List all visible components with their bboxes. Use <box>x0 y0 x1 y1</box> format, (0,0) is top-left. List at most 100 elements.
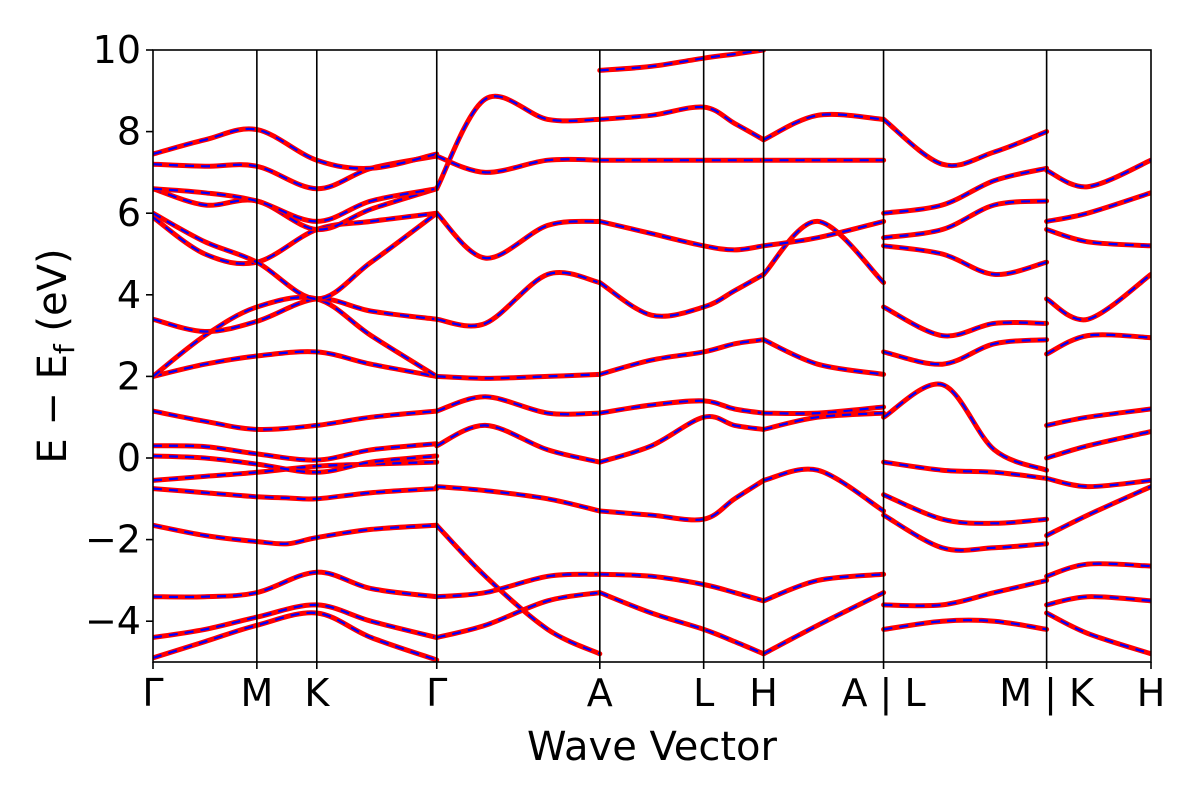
x-tick-label: Γ <box>426 671 447 715</box>
band-line-red-56 <box>881 243 1050 277</box>
band-line-blue-13 <box>153 155 437 190</box>
band-line-blue-27 <box>436 573 600 598</box>
y-tick-label: 0 <box>117 436 141 480</box>
x-tick-label: A <box>587 671 613 715</box>
x-tick-label: H <box>749 671 778 715</box>
band-line-blue-62 <box>1046 485 1151 537</box>
band-line-blue-63 <box>1046 477 1151 488</box>
band-line-blue-15 <box>153 571 437 599</box>
band-line-blue-53 <box>883 382 1047 472</box>
band-line-blue-2 <box>153 461 437 482</box>
y-axis-ticks: −4 −2 0 2 4 6 8 10 <box>85 28 153 643</box>
band-line-red-26 <box>434 94 603 192</box>
band-line-blue-9 <box>153 212 437 265</box>
band-line-blue-33 <box>599 273 765 318</box>
band-line-red-71 <box>1044 561 1151 579</box>
band-line-blue-48 <box>763 573 884 602</box>
x-tick-label: M <box>240 671 273 715</box>
band-line-blue-42 <box>763 405 884 415</box>
x-tick-label: L <box>693 671 714 715</box>
band-line-red-70 <box>1044 157 1151 190</box>
band-lines <box>153 50 1151 662</box>
y-tick-label: 4 <box>117 273 141 317</box>
band-line-red-58 <box>881 165 1050 216</box>
band-line-red-18 <box>434 522 603 657</box>
band-line-blue-72 <box>1046 595 1151 606</box>
band-line-blue-23 <box>436 271 601 328</box>
band-line-blue-16 <box>153 603 437 639</box>
band-line-blue-40 <box>763 468 885 512</box>
band-line-blue-50 <box>883 514 1047 552</box>
band-line-blue-52 <box>883 461 1047 480</box>
band-line-blue-20 <box>436 424 601 464</box>
x-tick-label: Γ <box>142 671 163 715</box>
band-line-red-54 <box>881 337 1050 367</box>
band-line-red-23 <box>434 270 603 329</box>
band-line-red-66 <box>1044 332 1151 357</box>
band-line-blue-61 <box>883 619 1047 631</box>
band-line-blue-7 <box>153 296 438 378</box>
band-line-blue-65 <box>1046 407 1151 427</box>
band-line-blue-73 <box>1046 612 1151 655</box>
band-line-red-73 <box>1044 610 1151 657</box>
band-line-blue-55 <box>883 306 1047 338</box>
band-line-red-30 <box>597 413 767 465</box>
band-line-blue-51 <box>883 493 1047 525</box>
band-line-blue-12 <box>153 187 437 223</box>
band-line-blue-17 <box>153 611 438 662</box>
band-line-red-65 <box>1044 406 1151 428</box>
band-line-red-53 <box>881 381 1050 473</box>
band-line-blue-3 <box>153 454 437 474</box>
band-line-red-36 <box>597 104 767 143</box>
band-line-red-19 <box>434 484 603 514</box>
band-line-red-33 <box>597 271 767 319</box>
band-line-red-43 <box>761 337 887 377</box>
band-line-blue-29 <box>599 479 765 521</box>
y-tick-label: 10 <box>93 28 141 72</box>
band-line-red-6 <box>153 349 440 379</box>
band-line-red-48 <box>761 571 887 604</box>
band-line-red-32 <box>597 337 767 377</box>
y-tick-label: 6 <box>117 191 141 235</box>
band-line-blue-58 <box>883 167 1047 215</box>
band-line-blue-32 <box>599 338 764 376</box>
band-line-blue-6 <box>153 350 437 378</box>
band-line-red-25 <box>434 153 603 175</box>
band-line-red-10 <box>153 210 440 302</box>
band-line-blue-56 <box>883 244 1047 276</box>
y-axis-title-main: E − E <box>30 354 76 464</box>
band-line-blue-0 <box>153 524 437 545</box>
band-line-blue-21 <box>436 395 600 416</box>
y-tick-label: 8 <box>117 110 141 154</box>
band-line-red-38 <box>597 571 767 604</box>
band-line-blue-54 <box>883 338 1047 366</box>
x-tick-label: H <box>1137 671 1166 715</box>
band-line-red-8 <box>153 296 440 335</box>
band-line-red-17 <box>153 610 440 662</box>
band-line-blue-43 <box>763 338 884 376</box>
band-line-blue-45 <box>763 220 884 247</box>
band-line-blue-26 <box>435 95 600 190</box>
band-line-red-47 <box>761 111 887 143</box>
band-line-blue-25 <box>436 155 600 174</box>
band-line-blue-49 <box>763 591 885 655</box>
x-axis-title: Wave Vector <box>527 724 778 770</box>
band-line-blue-39 <box>599 591 765 655</box>
band-line-blue-14 <box>153 127 437 170</box>
band-line-red-51 <box>881 492 1050 526</box>
y-tick-label: −2 <box>85 518 141 562</box>
x-tick-label: M | K <box>999 671 1095 716</box>
x-tick-label: K <box>304 671 330 715</box>
plot-frame <box>152 49 1152 663</box>
y-axis-title-unit: (eV) <box>30 248 76 344</box>
x-tick-label: A | L <box>841 671 925 716</box>
band-line-red-67 <box>1044 271 1151 323</box>
y-axis-title: E − Ef (eV) <box>30 248 81 463</box>
band-line-blue-8 <box>153 297 437 333</box>
band-line-red-60 <box>881 577 1050 609</box>
band-line-blue-11 <box>153 187 438 231</box>
band-line-blue-10 <box>153 212 438 301</box>
band-line-red-15 <box>153 569 440 600</box>
